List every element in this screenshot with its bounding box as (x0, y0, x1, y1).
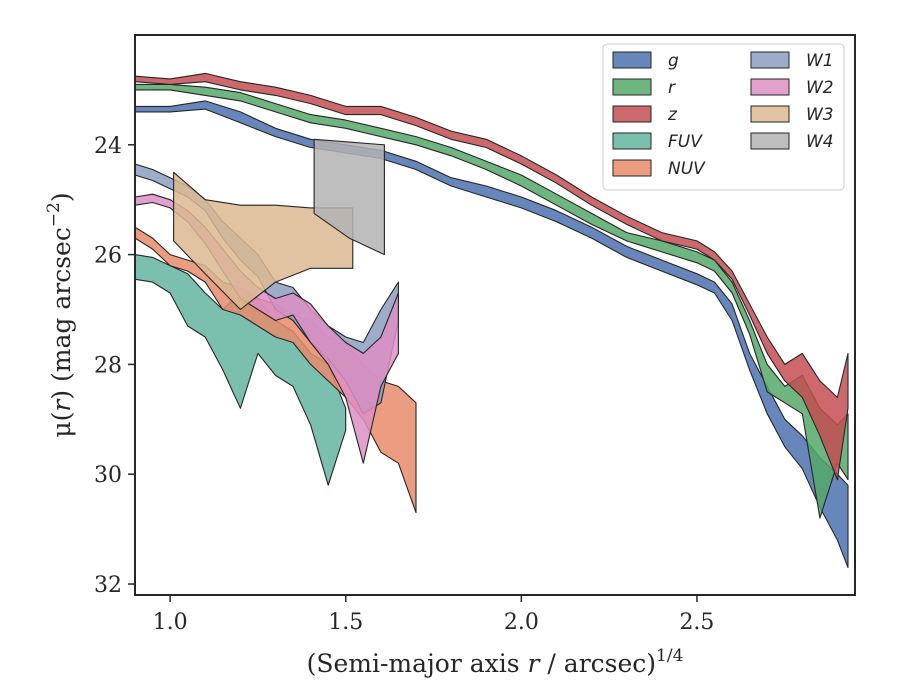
legend-swatch (612, 159, 652, 177)
legend-swatch (612, 78, 652, 96)
legend-swatch (750, 132, 790, 150)
y-tick-label: 26 (94, 244, 122, 269)
legend-label: W4 (806, 132, 834, 152)
legend-label: W3 (806, 105, 834, 125)
y-tick-label: 32 (94, 573, 122, 598)
legend-label: NUV (668, 159, 706, 179)
legend-label: W2 (806, 78, 834, 98)
legend-swatch (612, 105, 652, 123)
band-fuv (135, 254, 347, 486)
y-axis-label: μ(r) (mag arcsec−2) (44, 192, 76, 437)
series-layer (135, 72, 849, 569)
legend-label: g (668, 51, 679, 71)
band-r (135, 83, 849, 519)
x-axis-label: (Semi-major axis r / arcsec)1/4 (307, 646, 684, 678)
x-tick-label: 1.0 (153, 610, 188, 635)
legend-label: z (667, 105, 678, 125)
band-w4 (313, 138, 385, 256)
band-z (135, 72, 849, 481)
legend-label: FUV (668, 132, 703, 152)
legend: grz FUV NUV W1 W2 W3 W4 (602, 43, 845, 191)
y-tick-label: 30 (94, 463, 122, 488)
tick-layer: 1.0 1.5 2.0 2.5 24 26 28 30 32 (94, 134, 714, 635)
legend-label: W1 (806, 51, 834, 71)
legend-swatch (750, 105, 790, 123)
band-w3 (173, 171, 354, 311)
legend-swatch (612, 51, 652, 69)
legend-swatch (750, 51, 790, 69)
legend-label: r (668, 78, 676, 98)
legend-swatch (612, 132, 652, 150)
y-tick-label: 28 (94, 353, 122, 378)
legend-swatch (750, 78, 790, 96)
x-tick-label: 2.5 (679, 610, 714, 635)
band-g (135, 100, 849, 569)
x-tick-label: 1.5 (328, 610, 363, 635)
plot-frame (134, 34, 856, 596)
x-tick-label: 2.0 (504, 610, 539, 635)
y-tick-label: 24 (94, 134, 122, 159)
